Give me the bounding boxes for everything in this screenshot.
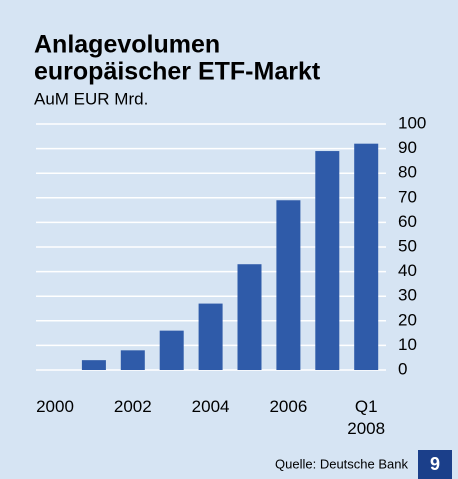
page-badge: [418, 450, 452, 479]
y-tick-label: 80: [398, 163, 417, 182]
bar: [276, 200, 301, 370]
bar: [159, 330, 184, 370]
page-number: 9: [430, 454, 440, 474]
y-tick-label: 0: [398, 359, 407, 378]
y-tick-label: 20: [398, 310, 417, 329]
y-tick-label: 70: [398, 187, 417, 206]
bar: [237, 264, 262, 370]
chart-subtitle: AuM EUR Mrd.: [34, 89, 148, 108]
source: Quelle: Deutsche Bank: [275, 456, 408, 471]
y-tick-label: 10: [398, 335, 417, 354]
x-tick-label: 2006: [269, 397, 308, 416]
x-tick-label: 2002: [113, 397, 152, 416]
y-tick-label: 30: [398, 286, 417, 305]
y-tick-label: 50: [398, 236, 417, 255]
bar: [354, 143, 379, 370]
y-tick-label: 100: [398, 113, 426, 132]
bar: [81, 360, 106, 370]
chart-title: europäischer ETF-Markt: [34, 58, 321, 86]
x-tick-label: 2000: [36, 397, 74, 416]
y-tick-label: 90: [398, 138, 417, 157]
y-tick-label: 60: [398, 212, 417, 231]
bar: [198, 303, 223, 370]
x-tick-label: Q1 2008: [347, 397, 386, 438]
x-tick-label: 2004: [191, 397, 230, 416]
chart-title: Anlagevolumen: [34, 31, 220, 59]
bar: [120, 350, 145, 370]
y-tick-label: 40: [398, 261, 417, 280]
bar: [315, 151, 340, 370]
